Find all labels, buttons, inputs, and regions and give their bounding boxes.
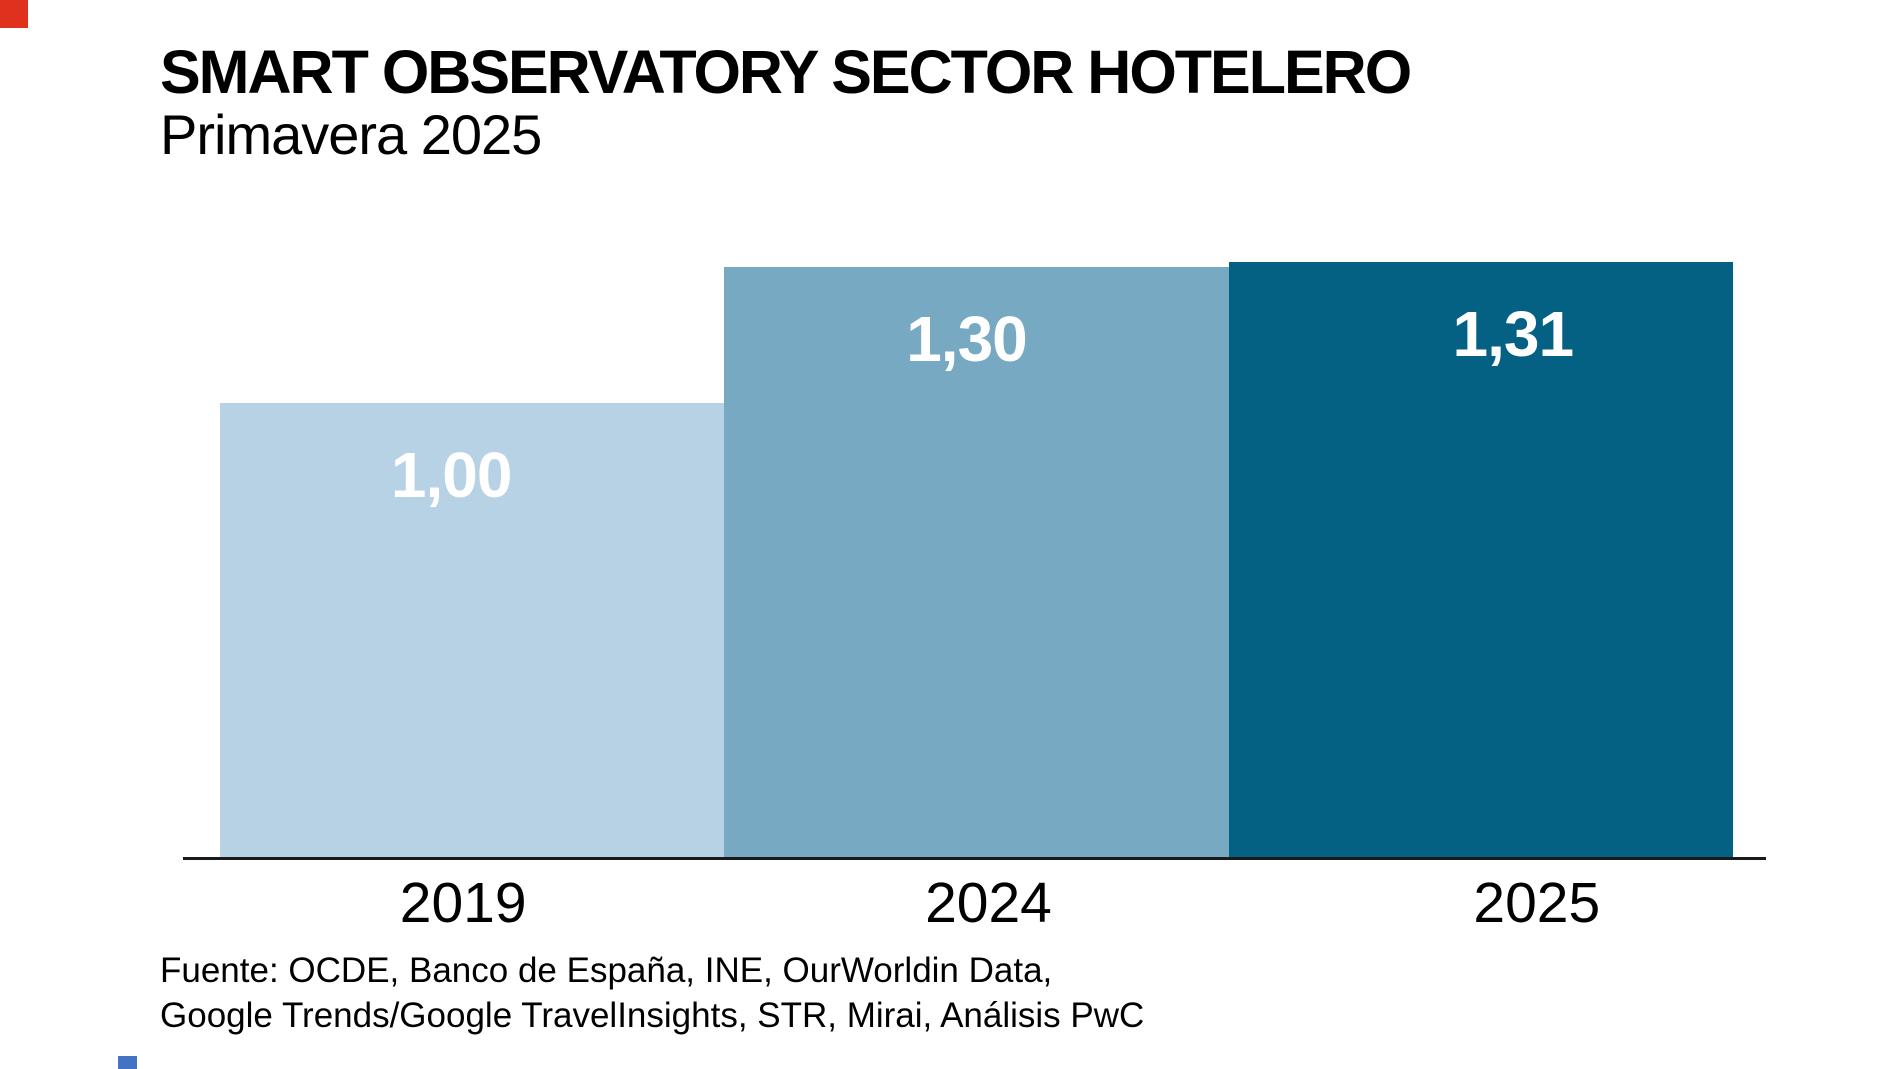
chart-subtitle: Primavera 2025	[160, 103, 542, 166]
x-axis-labels: 2019 2024 2025	[220, 872, 1733, 934]
brand-corner-mark	[0, 0, 28, 28]
bar-2024: 1,30	[724, 267, 1229, 857]
x-tick-2019: 2019	[399, 871, 527, 935]
x-axis-line	[183, 857, 1766, 860]
x-tick-2025: 2025	[1473, 871, 1601, 935]
bar-chart-plot-area: 1,00 1,30 1,31	[220, 262, 1733, 857]
source-line-1: Fuente: OCDE, Banco de España, INE, OurW…	[160, 951, 1053, 990]
source-note: Fuente: OCDE, Banco de España, INE, OurW…	[160, 948, 1144, 1038]
bar-value-label-2019: 1,00	[390, 439, 513, 511]
bar-2019: 1,00	[220, 403, 725, 857]
bar-value-label-2025: 1,31	[1452, 298, 1575, 370]
x-tick-2024: 2024	[925, 871, 1052, 935]
chart-title: SMART OBSERVATORY SECTOR HOTELERO	[160, 38, 1412, 106]
chart-header: SMART OBSERVATORY SECTOR HOTELERO Primav…	[160, 38, 1412, 166]
bar-value-label-2024: 1,30	[906, 303, 1028, 375]
bar-2025: 1,31	[1228, 262, 1733, 857]
source-line-2: Google Trends/Google TravelInsights, STR…	[160, 996, 1145, 1035]
decorative-blue-square	[118, 1056, 137, 1069]
